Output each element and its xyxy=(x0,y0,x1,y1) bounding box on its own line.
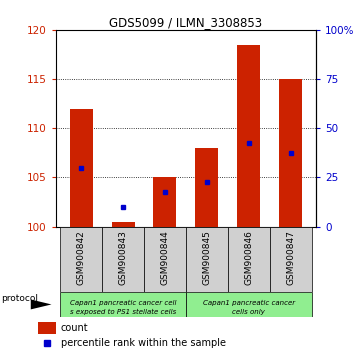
Bar xyxy=(38,322,56,334)
Bar xyxy=(102,227,144,292)
Title: GDS5099 / ILMN_3308853: GDS5099 / ILMN_3308853 xyxy=(109,16,262,29)
Bar xyxy=(60,292,186,317)
Text: percentile rank within the sample: percentile rank within the sample xyxy=(61,338,226,348)
Text: s exposed to PS1 stellate cells: s exposed to PS1 stellate cells xyxy=(70,309,176,315)
Bar xyxy=(153,177,177,227)
Text: GSM900847: GSM900847 xyxy=(286,230,295,285)
Text: GSM900844: GSM900844 xyxy=(160,230,169,285)
Bar xyxy=(237,45,260,227)
Bar xyxy=(186,292,312,317)
Bar xyxy=(60,227,102,292)
Bar xyxy=(279,79,302,227)
Bar xyxy=(144,227,186,292)
Bar xyxy=(186,227,228,292)
Text: Capan1 pancreatic cancer cell: Capan1 pancreatic cancer cell xyxy=(70,300,176,306)
Text: GSM900846: GSM900846 xyxy=(244,230,253,285)
Text: GSM900842: GSM900842 xyxy=(77,230,86,285)
Bar xyxy=(195,148,218,227)
Text: Capan1 pancreatic cancer: Capan1 pancreatic cancer xyxy=(203,300,295,306)
Text: cells only: cells only xyxy=(232,309,265,315)
Text: count: count xyxy=(61,322,88,332)
Polygon shape xyxy=(31,299,52,309)
Bar xyxy=(112,222,135,227)
Bar xyxy=(70,109,93,227)
Bar xyxy=(228,227,270,292)
Text: GSM900845: GSM900845 xyxy=(203,230,212,285)
Text: GSM900843: GSM900843 xyxy=(118,230,127,285)
Text: protocol: protocol xyxy=(1,295,38,303)
Bar xyxy=(270,227,312,292)
